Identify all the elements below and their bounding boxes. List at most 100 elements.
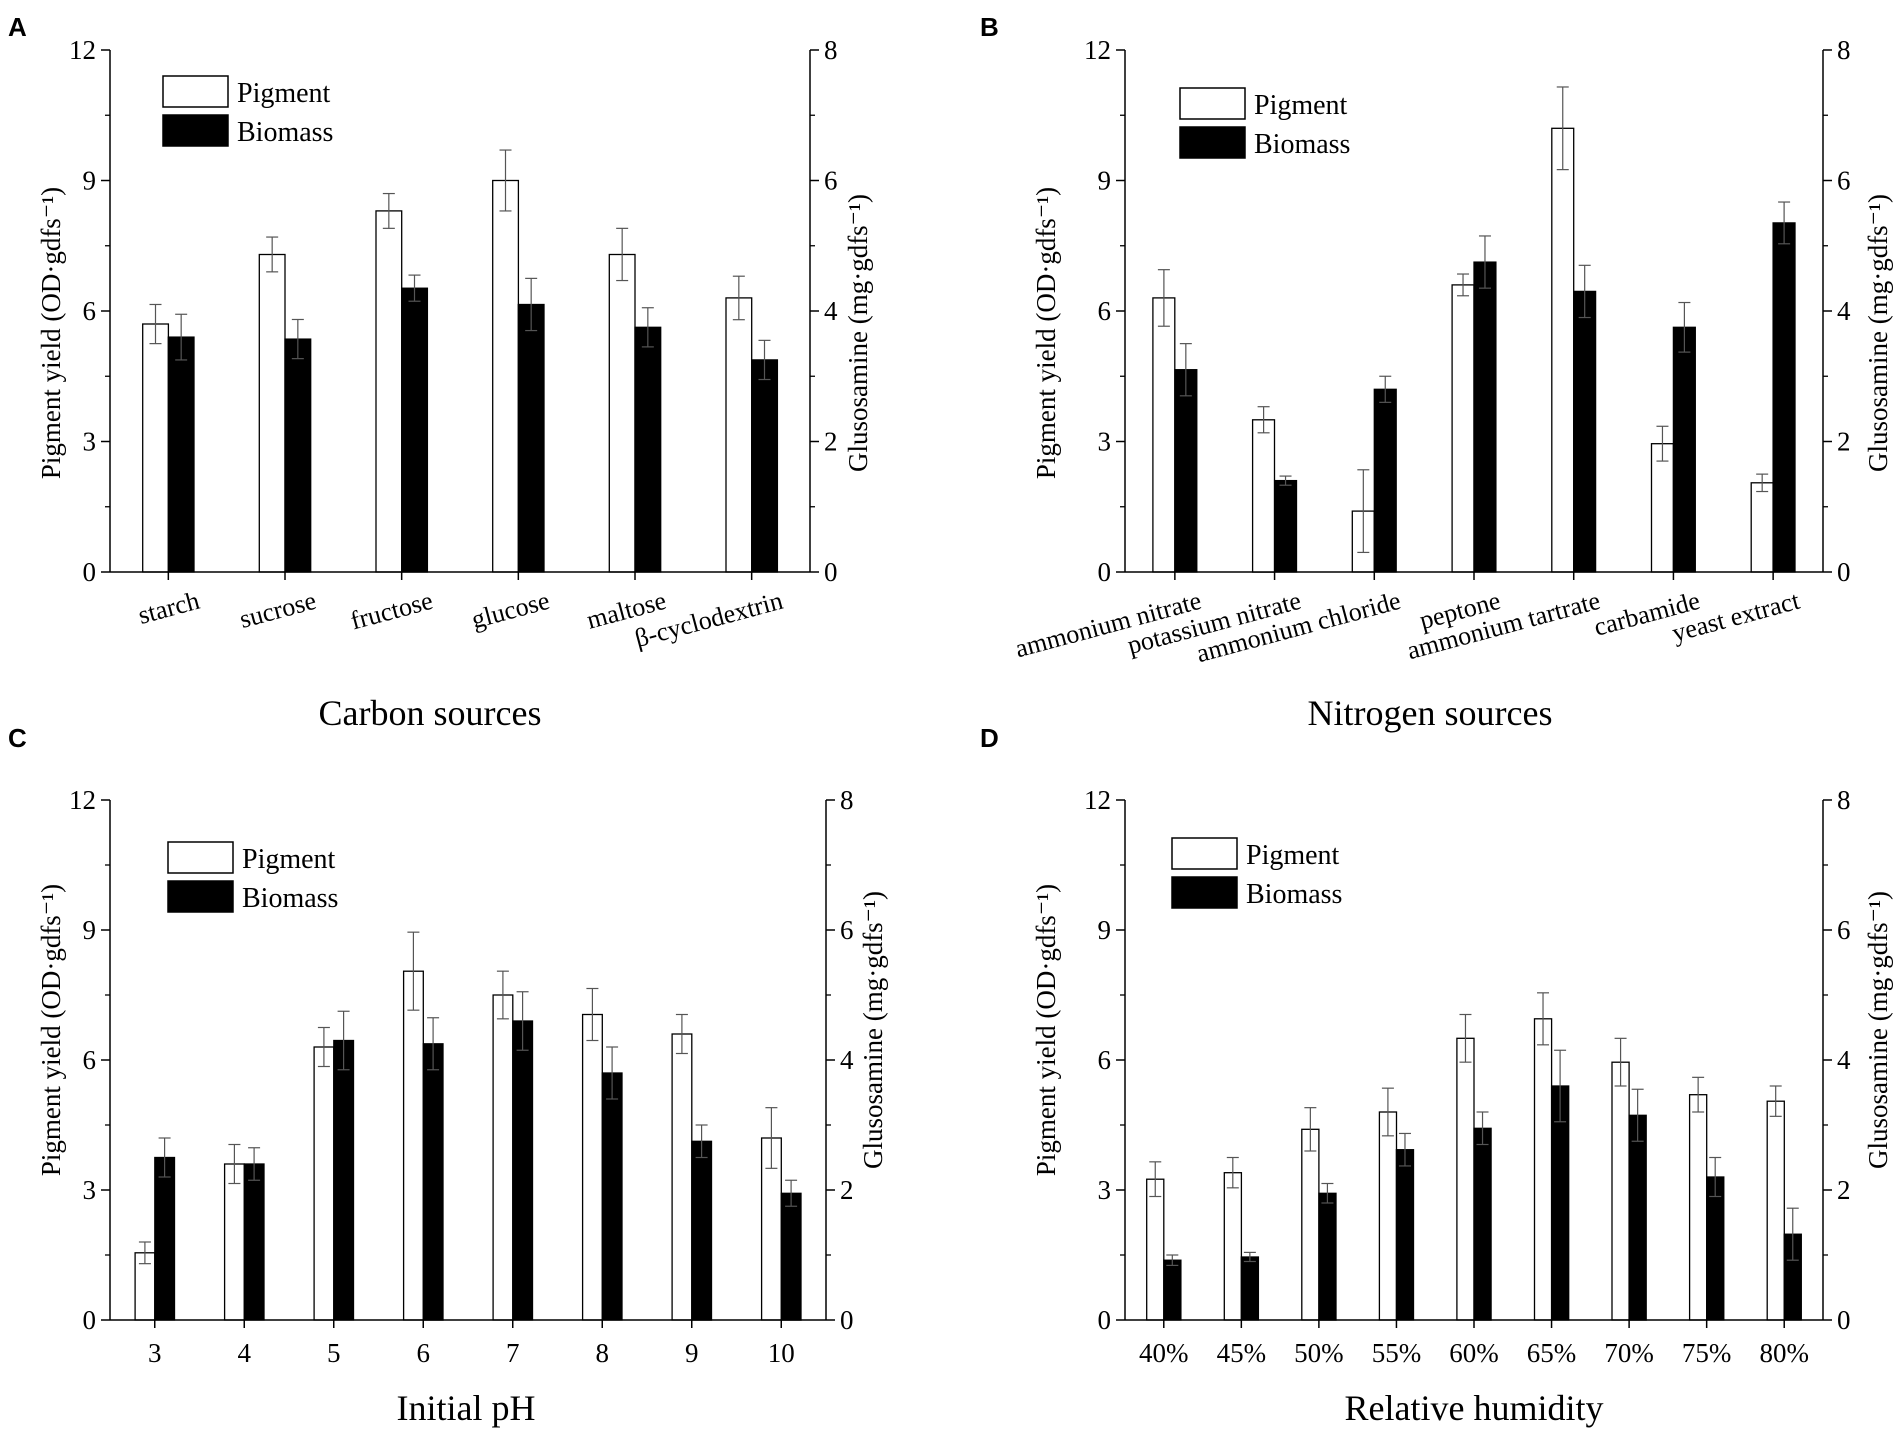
error-bar-biomass	[1578, 264, 1591, 319]
bar-biomass	[422, 1043, 444, 1321]
legend: Pigment Biomass	[1171, 837, 1342, 910]
x-tick-label: sucrose	[236, 586, 319, 634]
error-bar-pigment	[499, 149, 512, 212]
error-bar-biomass	[427, 1017, 440, 1071]
error-bar-biomass	[525, 277, 538, 332]
panel-letter-b: B	[980, 12, 999, 42]
bar-pigment	[1766, 1100, 1785, 1321]
x-axis-label: Carbon sources	[319, 693, 542, 733]
x-axis-label: Initial pH	[397, 1388, 536, 1428]
bar-pigment	[1533, 1018, 1553, 1321]
error-bar-biomass	[641, 307, 654, 348]
legend-label-pigment: Pigment	[1246, 840, 1340, 871]
error-bar-biomass	[158, 1137, 171, 1178]
error-bar-biomass	[516, 991, 529, 1051]
error-bar-biomass	[695, 1124, 708, 1159]
y-tick-label-left: 3	[1098, 1175, 1112, 1205]
legend-label-biomass: Biomass	[1254, 129, 1350, 160]
legend-swatch-biomass	[1179, 126, 1246, 159]
y-axis-label-left: Pigment yield (OD·gdfs⁻¹)	[1031, 187, 1061, 479]
error-bar-pigment	[1459, 1013, 1472, 1063]
panel-letter-a: A	[8, 12, 27, 42]
panel-d: D Pigment yield (OD·gdfs⁻¹) Glusosamine …	[980, 723, 1893, 1428]
legend-label-pigment: Pigment	[237, 78, 331, 109]
y-axis-label-left: Pigment yield (OD·gdfs⁻¹)	[1031, 884, 1061, 1176]
bar-biomass	[1174, 369, 1198, 573]
error-bar-pigment	[1457, 273, 1470, 297]
bar-pigment	[492, 994, 514, 1321]
legend-swatch-biomass	[162, 114, 229, 147]
error-bar-biomass	[1631, 1088, 1644, 1142]
bar-pigment	[1650, 443, 1675, 573]
y-tick-label-left: 12	[1084, 35, 1111, 65]
bar-pigment	[581, 1013, 603, 1321]
error-bar-biomass	[1179, 343, 1192, 397]
error-bar-biomass	[1709, 1156, 1722, 1198]
bar-pigment	[1223, 1172, 1243, 1321]
error-bar-biomass	[1166, 1254, 1179, 1267]
bar-biomass	[512, 1020, 534, 1321]
error-bar-pigment	[1692, 1076, 1705, 1113]
x-tick-label: 45%	[1217, 1338, 1267, 1368]
y-tick-label-left: 3	[1098, 427, 1112, 457]
x-tick-label: 70%	[1604, 1338, 1654, 1368]
bar-pigment	[1152, 297, 1176, 573]
x-tick-label: 60%	[1449, 1338, 1499, 1368]
y-tick-label-left: 0	[83, 557, 97, 587]
y-axis-label-left: Pigment yield (OD·gdfs⁻¹)	[36, 884, 66, 1176]
y-tick-label-right: 4	[1837, 296, 1851, 326]
bar-biomass	[691, 1140, 713, 1321]
error-bar-pigment	[765, 1107, 778, 1169]
y-tick-label-right: 8	[840, 785, 854, 815]
y-tick-label-left: 6	[1098, 1045, 1112, 1075]
x-tick-label: fructose	[347, 586, 435, 636]
error-bar-biomass	[1678, 301, 1691, 353]
error-bar-biomass	[1379, 375, 1392, 403]
error-bar-pigment	[1537, 992, 1550, 1046]
x-tick-label: 75%	[1682, 1338, 1732, 1368]
bar-biomass	[1273, 479, 1298, 573]
error-bar-pigment	[138, 1241, 151, 1265]
legend-swatch-biomass	[167, 880, 234, 913]
error-bar-biomass	[758, 339, 771, 381]
error-bar-pigment	[732, 275, 745, 321]
error-bar-pigment	[149, 303, 162, 345]
bar-biomass	[517, 303, 545, 573]
bar-biomass	[284, 338, 312, 573]
error-bar-pigment	[317, 1026, 330, 1068]
y-tick-label-right: 6	[1837, 166, 1851, 196]
error-bar-biomass	[1321, 1182, 1334, 1204]
x-tick-label: 9	[685, 1338, 699, 1368]
x-tick-label: 6	[417, 1338, 431, 1368]
panel-c: C Pigment yield (OD·gdfs⁻¹) Glusosamine …	[8, 723, 888, 1428]
bar-biomass	[751, 359, 779, 573]
legend-swatch-pigment	[162, 75, 229, 108]
bar-biomass	[167, 336, 195, 573]
legend-swatch-pigment	[167, 841, 234, 874]
legend-label-biomass: Biomass	[1246, 879, 1342, 910]
error-bar-pigment	[496, 970, 509, 1020]
error-bar-biomass	[1478, 235, 1491, 289]
y-tick-label-right: 2	[1837, 427, 1851, 457]
y-tick-label-right: 0	[1837, 1305, 1851, 1335]
bar-biomass	[401, 287, 429, 573]
bar-biomass	[154, 1156, 176, 1321]
y-tick-label-right: 0	[840, 1305, 854, 1335]
legend: Pigment Biomass	[1179, 87, 1350, 160]
y-tick-label-left: 3	[83, 427, 97, 457]
plot-area: 0 3 6 9 12 0 2 4 6 8 3 4 5 6 7 8 9 10	[69, 785, 854, 1368]
error-bar-biomass	[1476, 1111, 1489, 1146]
y-tick-label-left: 9	[83, 166, 97, 196]
error-bar-pigment	[1226, 1156, 1239, 1189]
y-tick-label-right: 8	[1837, 35, 1851, 65]
y-tick-label-right: 4	[824, 296, 838, 326]
bar-pigment	[223, 1163, 245, 1321]
x-tick-label: 55%	[1372, 1338, 1422, 1368]
plot-area: 0 3 6 9 12 0 2 4 6 8 40% 45% 50% 55% 60% 65% 70% 75% 80%	[1084, 785, 1851, 1368]
y-axis-label-left: Pigment yield (OD·gdfs⁻¹)	[36, 187, 66, 479]
bar-pigment	[1146, 1178, 1165, 1321]
y-tick-label-left: 9	[1098, 915, 1112, 945]
y-tick-label-left: 9	[1098, 166, 1112, 196]
error-bar-biomass	[1554, 1049, 1567, 1123]
